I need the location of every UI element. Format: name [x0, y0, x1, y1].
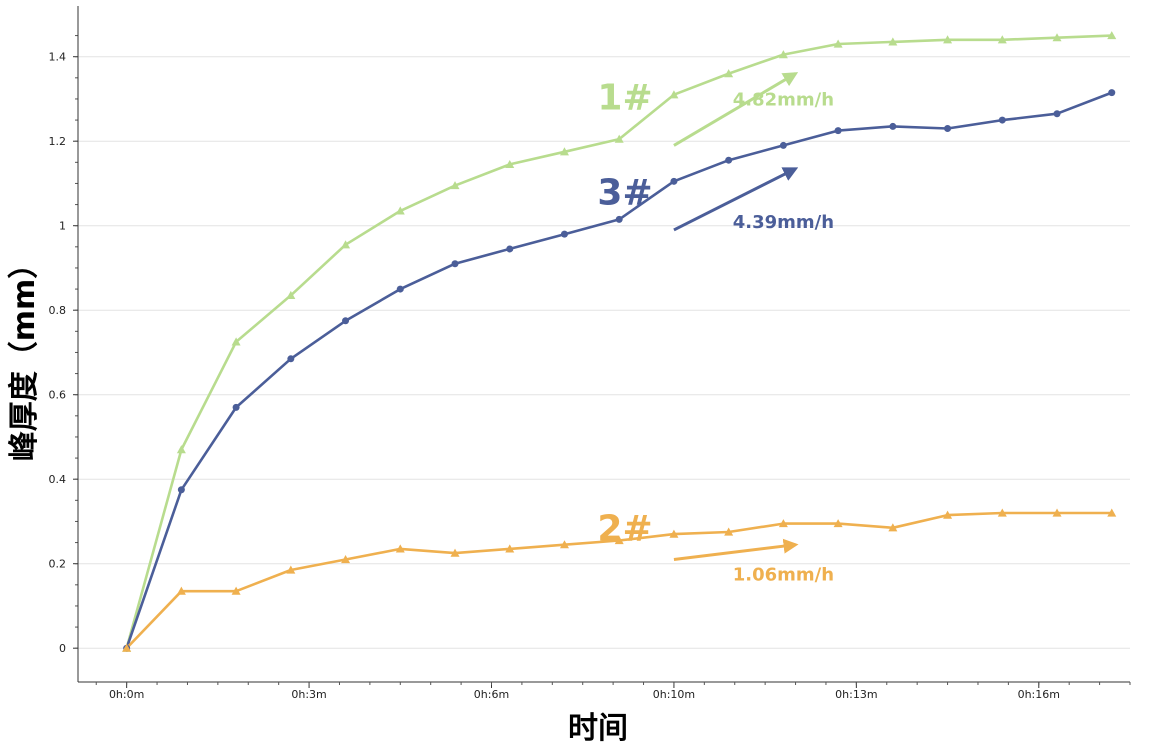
data-point [450, 181, 460, 190]
data-point [724, 527, 734, 536]
series-label-3: 2# [597, 508, 652, 549]
series-label-1: 1# [597, 78, 652, 119]
data-point [559, 147, 569, 156]
data-point [615, 215, 623, 223]
data-point [669, 90, 679, 99]
series-lines [125, 34, 1113, 650]
y-tick-label: 0.4 [49, 473, 67, 486]
data-point [1052, 33, 1062, 42]
y-tick-label: 0.8 [49, 304, 67, 317]
series-label-2: 3# [597, 173, 652, 214]
data-point [341, 240, 351, 249]
data-point [505, 544, 515, 553]
x-tick-labels: 0h:0m 0h:3m 0h:6m 0h:10m 0h:13m 0h:16m [109, 688, 1060, 701]
data-point [1108, 89, 1116, 97]
y-tick-label: 0.2 [49, 558, 67, 571]
x-tick-label: 0h:3m [291, 688, 326, 701]
data-point [176, 445, 186, 454]
data-point [559, 540, 569, 549]
data-point [1053, 110, 1061, 118]
data-point [341, 554, 351, 564]
data-point [725, 156, 733, 164]
data-point [614, 535, 624, 545]
data-point [997, 35, 1007, 44]
annotations: 1# 4.82mm/h 3# 4.39mm/h 2# 1.06mm/h [597, 72, 834, 586]
data-point [834, 127, 842, 135]
x-axis-title: 时间 [568, 711, 628, 746]
rate-arrow [673, 72, 799, 147]
x-tick-label: 0h:6m [474, 688, 509, 701]
y-tick-label: 0.6 [49, 389, 67, 402]
rate-arrow [673, 538, 799, 561]
data-point [778, 519, 788, 528]
data-point [943, 35, 953, 44]
gridlines [78, 56, 1130, 649]
data-point [287, 355, 295, 363]
rate-label-2: 4.39mm/h [733, 212, 834, 233]
data-point [1052, 508, 1062, 517]
data-point [342, 317, 350, 325]
y-tick-labels: 0 0.2 0.4 0.6 0.8 1 1.2 1.4 [49, 51, 67, 656]
y-tick-label: 1 [59, 220, 66, 233]
data-point [778, 50, 788, 59]
series-markers [122, 31, 1117, 652]
data-point [1107, 508, 1117, 517]
y-axis-title: 峰厚度（mm） [7, 249, 42, 462]
axes [73, 6, 1131, 688]
data-point [889, 122, 897, 130]
rate-label-1: 4.82mm/h [733, 89, 834, 110]
data-point [779, 141, 787, 149]
data-point [833, 39, 843, 48]
data-point [670, 177, 678, 185]
rate-label-3: 1.06mm/h [733, 565, 834, 586]
data-point [122, 643, 132, 652]
data-point [450, 548, 460, 557]
data-point [998, 116, 1006, 124]
series-line-1 [125, 34, 1112, 649]
data-point [833, 519, 843, 528]
data-point [395, 206, 405, 215]
data-point [231, 586, 241, 595]
data-point [177, 486, 185, 494]
data-point [614, 134, 624, 143]
y-tick-label: 0 [59, 642, 66, 655]
data-point [724, 69, 734, 78]
y-tick-label: 1.2 [49, 135, 67, 148]
data-point [176, 586, 186, 595]
data-point [1107, 31, 1117, 40]
data-point [888, 37, 898, 46]
data-point [888, 523, 898, 532]
data-point [506, 245, 514, 253]
data-point [943, 510, 953, 519]
rate-arrow [673, 167, 799, 232]
data-point [232, 403, 240, 411]
data-point [231, 337, 241, 346]
data-point [560, 230, 568, 238]
data-point [396, 285, 404, 293]
data-point [505, 159, 515, 169]
x-tick-label: 0h:13m [835, 688, 877, 701]
data-point [286, 565, 296, 574]
data-point [395, 544, 405, 553]
data-point [451, 260, 459, 268]
data-point [944, 125, 952, 133]
data-point [286, 290, 296, 300]
data-point [669, 529, 679, 538]
x-tick-label: 0h:0m [109, 688, 144, 701]
y-tick-label: 1.4 [49, 51, 67, 64]
data-point [997, 508, 1007, 517]
x-tick-label: 0h:10m [653, 688, 695, 701]
x-tick-label: 0h:16m [1018, 688, 1060, 701]
